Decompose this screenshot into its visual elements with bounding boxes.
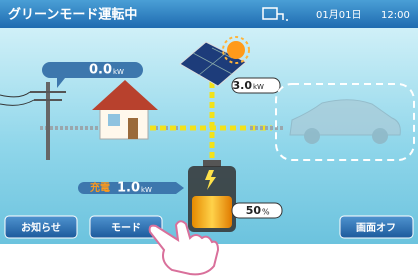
grid-power-value: 0.0: [89, 63, 112, 78]
car-part: [304, 128, 320, 144]
house-part: [100, 107, 148, 139]
screen-off-button-label[interactable]: 画面オフ: [356, 222, 396, 234]
page: {"header": {"title": "グリーンモード運転中", "date…: [0, 0, 418, 277]
page-body: グリーンモード運転中 01月01日 12:00 0.0 kW 3.0 kW: [0, 0, 418, 277]
mode-title: グリーンモード運転中: [8, 7, 137, 23]
battery-power-unit: kW: [141, 186, 152, 194]
solar-power-value: 3.0: [233, 79, 253, 92]
mode-button-label[interactable]: モード: [111, 222, 141, 234]
battery: [188, 160, 236, 232]
time: 12:00: [381, 10, 410, 21]
house-part: [128, 118, 138, 139]
solar-power-unit: kW: [253, 83, 264, 91]
screen-off-button[interactable]: 画面オフ: [340, 216, 413, 238]
battery-level-value: 50: [246, 204, 262, 217]
battery-mode: 充電: [90, 181, 110, 194]
notice-button[interactable]: お知らせ: [5, 216, 77, 238]
battery-part: [203, 160, 221, 167]
screen: グリーンモード運転中 01月01日 12:00 0.0 kW 3.0 kW: [0, 0, 418, 277]
battery-level-unit: %: [262, 208, 270, 217]
battery-part: [192, 196, 232, 228]
house-part: [108, 114, 120, 126]
notice-button-label[interactable]: お知らせ: [21, 221, 61, 234]
car-part: [372, 128, 388, 144]
battery-power-value: 1.0: [117, 181, 140, 196]
sun-part: [227, 41, 245, 59]
grid-power-unit: kW: [113, 68, 124, 76]
date: 01月01日: [316, 9, 361, 21]
